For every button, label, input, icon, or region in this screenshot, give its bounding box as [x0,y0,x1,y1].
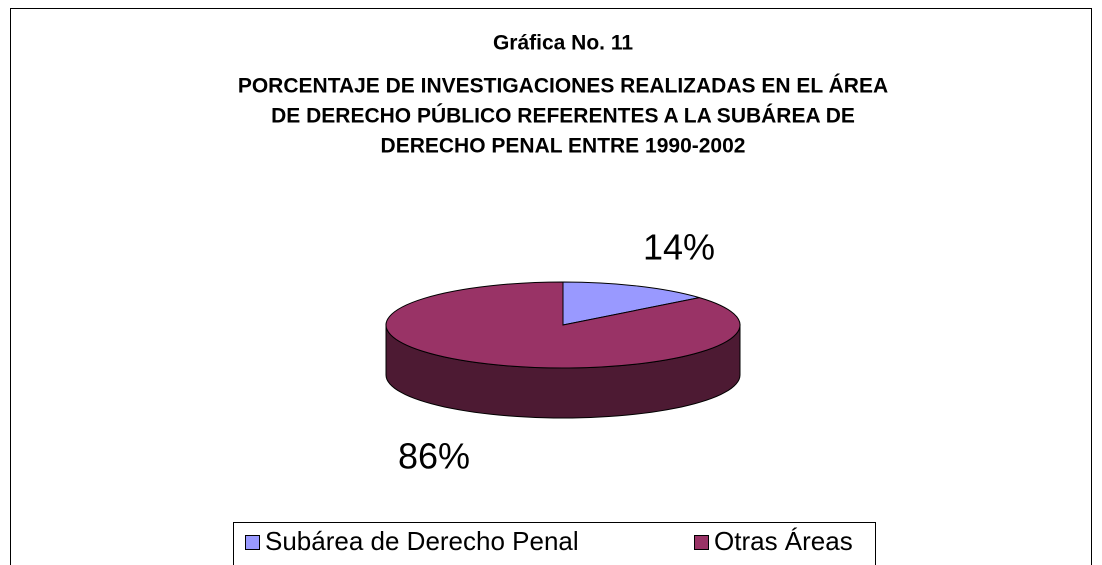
chart-title: Gráfica No. 11 [493,32,633,55]
data-label: 14% [643,227,715,268]
legend-box [233,522,876,565]
pie-slice [562,281,700,326]
chart-frame [10,8,1092,565]
legend-label: Subárea de Derecho Penal [265,526,579,556]
legend-swatch [245,535,260,550]
chart-title: PORCENTAJE DE INVESTIGACIONES REALIZADAS… [238,75,888,98]
chart-title: DE DERECHO PÚBLICO REFERENTES A LA SUBÁR… [271,104,855,128]
chart-title: DERECHO PENAL ENTRE 1990-2002 [381,135,746,158]
legend-label: Otras Áreas [714,526,853,556]
legend-swatch [694,535,709,550]
pie-slice [385,281,741,369]
data-label: 86% [398,436,470,477]
